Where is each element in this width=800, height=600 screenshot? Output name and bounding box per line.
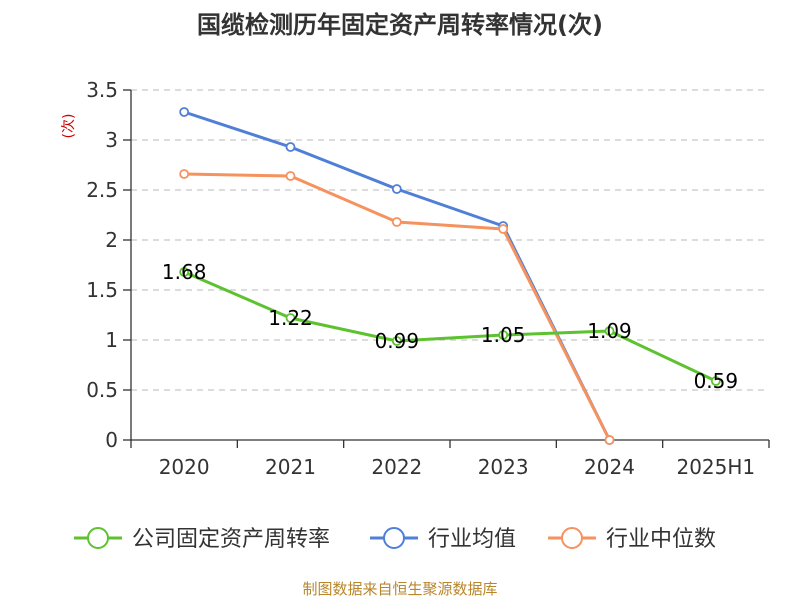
data-point	[391, 217, 402, 227]
data-label: 0.59	[694, 369, 739, 393]
y-tick-label: 0.5	[86, 378, 118, 402]
legend-label: 行业中位数	[606, 527, 716, 552]
data-point	[179, 169, 190, 179]
data-point	[604, 435, 615, 445]
legend: 公司固定资产周转率 行业均值 行业中位数	[74, 527, 716, 552]
legend-marker-circle	[383, 527, 405, 549]
data-labels: 1.68 1.22 0.99 1.05 1.09 0.59	[162, 260, 738, 393]
y-tick-label: 1.5	[86, 278, 118, 302]
data-label: 1.09	[587, 319, 632, 343]
data-point	[710, 376, 721, 386]
data-point	[498, 224, 509, 234]
data-point	[391, 336, 402, 346]
series-lines	[179, 107, 721, 445]
data-label: 0.99	[375, 329, 420, 353]
data-label: 1.68	[162, 260, 207, 284]
y-tick-label: 2.5	[86, 178, 118, 202]
data-point	[179, 267, 190, 277]
legend-marker-circle	[87, 527, 109, 549]
y-tick-label: 0	[105, 428, 118, 452]
data-point	[498, 330, 509, 340]
data-point	[604, 326, 615, 336]
legend-marker-circle	[561, 527, 583, 549]
x-tick-label: 2022	[371, 455, 422, 479]
y-tick-label: 2	[105, 228, 118, 252]
y-tick-label: 3	[105, 128, 118, 152]
x-tick-label: 2023	[478, 455, 529, 479]
series-line	[184, 172, 611, 441]
series-line	[183, 110, 611, 441]
x-tick-label: 2025H1	[676, 455, 755, 479]
data-point	[179, 107, 190, 117]
chart-title: 国缆检测历年固定资产周转率情况(次)	[197, 11, 603, 39]
series-line	[183, 270, 717, 383]
data-point	[285, 142, 296, 152]
legend-label: 行业均值	[428, 527, 516, 552]
data-label: 1.05	[481, 323, 526, 347]
data-label: 1.22	[268, 306, 313, 330]
data-point	[391, 184, 402, 194]
y-tick-label: 3.5	[86, 78, 118, 102]
x-tick-label: 2021	[265, 455, 316, 479]
y-axis-label: (次)	[61, 114, 77, 139]
data-point	[285, 171, 296, 181]
axes: 0 0.5 1 1.5 2 2.5 3 3.5 2020 2021 2022 2023 2024 2025…	[86, 78, 770, 479]
y-tick-label: 1	[105, 328, 118, 352]
x-tick-label: 2020	[159, 455, 210, 479]
source-note: 制图数据来自恒生聚源数据库	[302, 580, 497, 598]
x-tick-label: 2024	[584, 455, 635, 479]
data-point	[285, 313, 296, 323]
gridlines	[131, 89, 769, 391]
legend-label: 公司固定资产周转率	[132, 527, 330, 552]
